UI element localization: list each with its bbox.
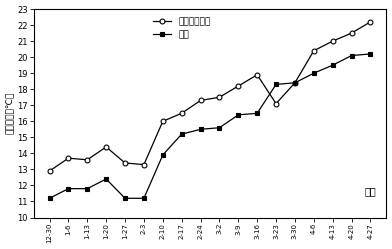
无纹布栽植袋 <box>217 96 222 99</box>
无纹布栽植袋 <box>104 145 109 148</box>
对照 <box>142 197 146 200</box>
无纹布栽植袋 <box>311 49 316 52</box>
无纹布栽植袋 <box>198 99 203 102</box>
Legend: 无纹布栽植袋, 对照: 无纹布栽植袋, 对照 <box>151 16 212 41</box>
对照 <box>160 153 165 156</box>
对照 <box>198 128 203 131</box>
无纹布栽植袋 <box>142 163 146 166</box>
对照 <box>368 53 373 56</box>
对照 <box>311 72 316 75</box>
无纹布栽植袋 <box>85 158 90 161</box>
无纹布栽植袋 <box>255 73 260 76</box>
无纹布栽植袋 <box>274 102 278 105</box>
无纹布栽植袋 <box>160 120 165 123</box>
对照 <box>47 197 52 200</box>
对照 <box>255 112 260 115</box>
对照 <box>217 126 222 129</box>
无纹布栽植袋 <box>292 81 297 84</box>
Line: 对照: 对照 <box>47 52 373 201</box>
无纹布栽植袋 <box>349 32 354 35</box>
对照 <box>292 81 297 84</box>
对照 <box>104 178 109 181</box>
对照 <box>123 197 127 200</box>
Y-axis label: 土壤温度（℃）: 土壤温度（℃） <box>5 92 15 134</box>
无纹布栽植袋 <box>179 112 184 115</box>
对照 <box>349 54 354 57</box>
对照 <box>66 187 71 190</box>
对照 <box>85 187 90 190</box>
对照 <box>179 133 184 136</box>
Text: 日期: 日期 <box>364 187 376 197</box>
无纹布栽植袋 <box>47 170 52 173</box>
无纹布栽植袋 <box>330 40 335 43</box>
无纹布栽植袋 <box>368 20 373 23</box>
对照 <box>330 64 335 67</box>
Line: 无纹布栽植袋: 无纹布栽植袋 <box>47 19 373 174</box>
无纹布栽植袋 <box>236 84 241 87</box>
对照 <box>274 83 278 86</box>
无纹布栽植袋 <box>123 162 127 165</box>
无纹布栽植袋 <box>66 157 71 160</box>
对照 <box>236 113 241 116</box>
